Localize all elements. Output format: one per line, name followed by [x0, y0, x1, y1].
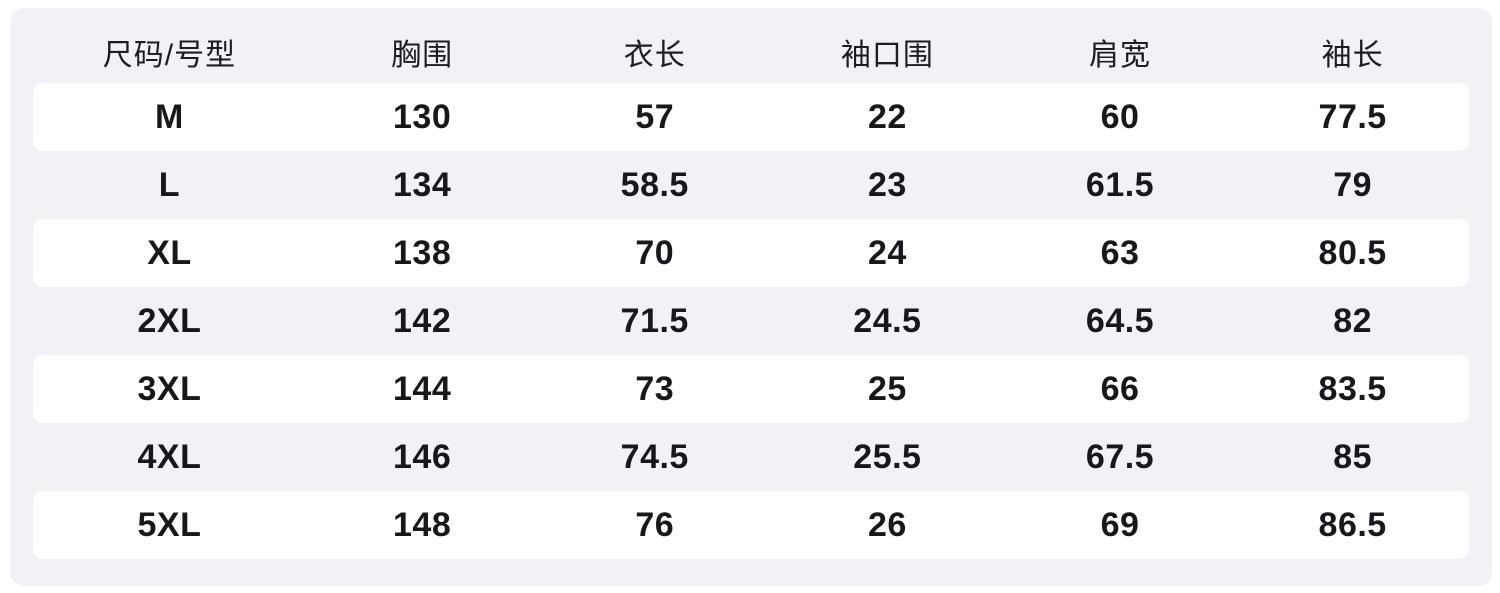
value-cell: 142: [393, 301, 452, 340]
value-cell: 24.5: [853, 301, 922, 340]
value-cell: 70: [635, 233, 675, 272]
value-cell: 77.5: [1318, 97, 1387, 136]
size-cell: 5XL: [137, 505, 202, 544]
value-cell: 148: [393, 505, 452, 544]
size-cell: L: [158, 165, 181, 204]
value-cell: 57: [635, 97, 675, 136]
value-cell: 130: [393, 97, 452, 136]
table-row: 4XL 146 74.5 25.5 67.5 85: [33, 423, 1469, 491]
value-cell: 60: [1100, 97, 1140, 136]
value-cell: 86.5: [1318, 505, 1387, 544]
column-header-length: 衣长: [623, 38, 686, 72]
value-cell: 22: [867, 97, 907, 136]
value-cell: 63: [1100, 233, 1140, 272]
size-chart-panel: 尺码/号型 胸围 衣长 袖口围 肩宽 袖长 M 130 57 22 60 77.…: [10, 8, 1492, 586]
value-cell: 73: [635, 369, 675, 408]
column-header-sleeve: 袖长: [1321, 38, 1384, 72]
value-cell: 80.5: [1318, 233, 1387, 272]
value-cell: 71.5: [620, 301, 689, 340]
column-header-cuff: 袖口围: [840, 38, 934, 72]
table-row: 5XL 148 76 26 69 86.5: [33, 491, 1469, 559]
value-cell: 138: [393, 233, 452, 272]
value-cell: 67.5: [1085, 437, 1155, 476]
value-cell: 66: [1100, 369, 1140, 408]
value-cell: 26: [867, 505, 907, 544]
column-header-chest: 胸围: [391, 38, 454, 72]
value-cell: 85: [1333, 437, 1373, 476]
value-cell: 79: [1333, 165, 1373, 204]
value-cell: 58.5: [620, 165, 689, 204]
table-row: L 134 58.5 23 61.5 79: [33, 151, 1469, 219]
value-cell: 64.5: [1085, 301, 1155, 340]
value-cell: 24: [867, 233, 907, 272]
column-header-size: 尺码/号型: [102, 38, 237, 72]
table-row: 3XL 144 73 25 66 83.5: [33, 355, 1469, 423]
size-cell: 3XL: [137, 369, 202, 408]
value-cell: 82: [1333, 301, 1373, 340]
value-cell: 144: [393, 369, 452, 408]
value-cell: 23: [867, 165, 907, 204]
value-cell: 61.5: [1085, 165, 1155, 204]
value-cell: 146: [393, 437, 452, 476]
value-cell: 69: [1100, 505, 1140, 544]
table-row: XL 138 70 24 63 80.5: [33, 219, 1469, 287]
column-header-shoulder: 肩宽: [1089, 38, 1152, 72]
size-cell: XL: [147, 233, 192, 272]
value-cell: 76: [635, 505, 675, 544]
table-row: 2XL 142 71.5 24.5 64.5 82: [33, 287, 1469, 355]
value-cell: 134: [393, 165, 452, 204]
table-row: M 130 57 22 60 77.5: [33, 83, 1469, 151]
value-cell: 25: [867, 369, 907, 408]
value-cell: 83.5: [1318, 369, 1387, 408]
size-cell: M: [155, 97, 184, 136]
value-cell: 74.5: [620, 437, 689, 476]
size-cell: 2XL: [137, 301, 202, 340]
table-header-row: 尺码/号型 胸围 衣长 袖口围 肩宽 袖长: [33, 20, 1469, 83]
size-cell: 4XL: [137, 437, 202, 476]
value-cell: 25.5: [853, 437, 922, 476]
